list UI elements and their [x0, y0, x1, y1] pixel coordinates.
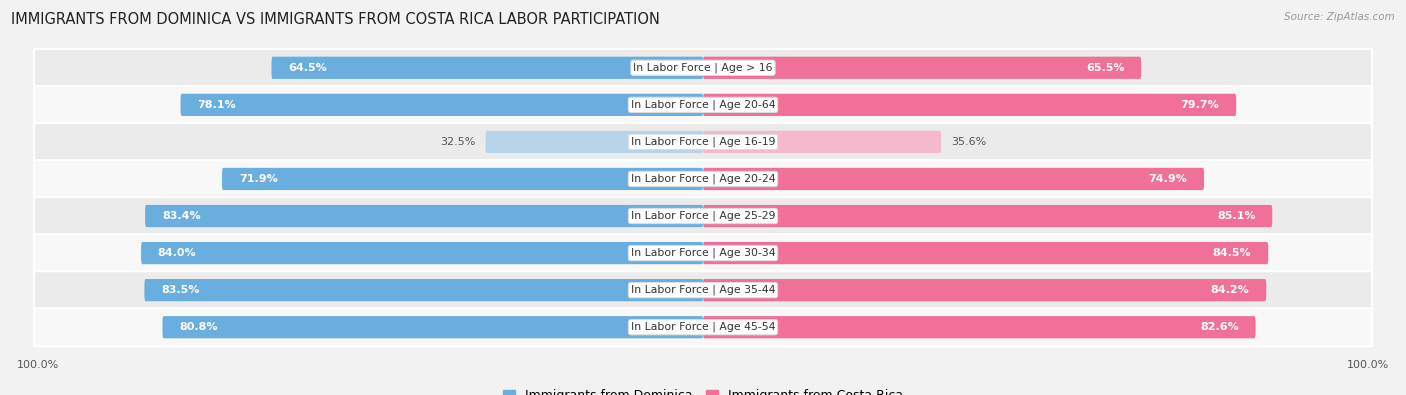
Text: In Labor Force | Age 25-29: In Labor Force | Age 25-29 [631, 211, 775, 221]
FancyBboxPatch shape [222, 168, 703, 190]
FancyBboxPatch shape [703, 56, 1142, 79]
Text: In Labor Force | Age 45-54: In Labor Force | Age 45-54 [631, 322, 775, 333]
FancyBboxPatch shape [34, 197, 1372, 235]
Text: 32.5%: 32.5% [440, 137, 475, 147]
FancyBboxPatch shape [180, 94, 703, 116]
Text: 84.2%: 84.2% [1211, 285, 1250, 295]
FancyBboxPatch shape [703, 205, 1272, 227]
Text: 79.7%: 79.7% [1181, 100, 1219, 110]
Text: In Labor Force | Age 35-44: In Labor Force | Age 35-44 [631, 285, 775, 295]
FancyBboxPatch shape [703, 279, 1267, 301]
FancyBboxPatch shape [34, 160, 1372, 198]
Legend: Immigrants from Dominica, Immigrants from Costa Rica: Immigrants from Dominica, Immigrants fro… [498, 384, 908, 395]
Text: 64.5%: 64.5% [288, 63, 328, 73]
Text: Source: ZipAtlas.com: Source: ZipAtlas.com [1284, 12, 1395, 22]
Text: In Labor Force | Age 20-64: In Labor Force | Age 20-64 [631, 100, 775, 110]
FancyBboxPatch shape [141, 242, 703, 264]
Text: In Labor Force | Age 20-24: In Labor Force | Age 20-24 [631, 174, 775, 184]
Text: 85.1%: 85.1% [1218, 211, 1256, 221]
Text: 82.6%: 82.6% [1199, 322, 1239, 332]
Text: 100.0%: 100.0% [1347, 359, 1389, 370]
FancyBboxPatch shape [34, 123, 1372, 161]
FancyBboxPatch shape [703, 94, 1236, 116]
Text: 35.6%: 35.6% [950, 137, 987, 147]
FancyBboxPatch shape [145, 205, 703, 227]
Text: 84.5%: 84.5% [1213, 248, 1251, 258]
Text: 74.9%: 74.9% [1149, 174, 1187, 184]
FancyBboxPatch shape [145, 279, 703, 301]
FancyBboxPatch shape [485, 131, 703, 153]
FancyBboxPatch shape [34, 271, 1372, 309]
FancyBboxPatch shape [703, 131, 941, 153]
Text: In Labor Force | Age 16-19: In Labor Force | Age 16-19 [631, 137, 775, 147]
Text: 83.5%: 83.5% [162, 285, 200, 295]
FancyBboxPatch shape [34, 49, 1372, 87]
FancyBboxPatch shape [703, 242, 1268, 264]
Text: 65.5%: 65.5% [1085, 63, 1125, 73]
FancyBboxPatch shape [271, 56, 703, 79]
Text: 83.4%: 83.4% [162, 211, 201, 221]
Text: 71.9%: 71.9% [239, 174, 277, 184]
FancyBboxPatch shape [34, 308, 1372, 346]
FancyBboxPatch shape [163, 316, 703, 339]
FancyBboxPatch shape [34, 86, 1372, 124]
Text: IMMIGRANTS FROM DOMINICA VS IMMIGRANTS FROM COSTA RICA LABOR PARTICIPATION: IMMIGRANTS FROM DOMINICA VS IMMIGRANTS F… [11, 12, 661, 27]
Text: In Labor Force | Age 30-34: In Labor Force | Age 30-34 [631, 248, 775, 258]
FancyBboxPatch shape [703, 316, 1256, 339]
FancyBboxPatch shape [34, 234, 1372, 272]
Text: 80.8%: 80.8% [180, 322, 218, 332]
Text: In Labor Force | Age > 16: In Labor Force | Age > 16 [633, 62, 773, 73]
Text: 78.1%: 78.1% [197, 100, 236, 110]
Text: 84.0%: 84.0% [157, 248, 197, 258]
FancyBboxPatch shape [703, 168, 1204, 190]
Text: 100.0%: 100.0% [17, 359, 59, 370]
